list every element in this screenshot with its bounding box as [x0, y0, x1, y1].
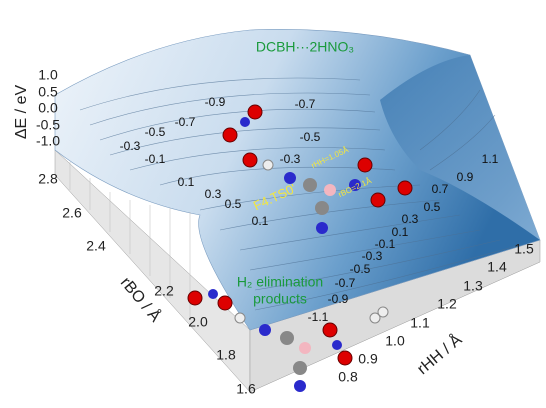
contour-label: -0.3 [362, 249, 383, 263]
contour-label: -0.9 [205, 95, 226, 109]
products-label: products [253, 291, 307, 307]
contour-label: 0.9 [457, 170, 474, 184]
contour-label: -0.3 [120, 139, 141, 153]
z-tick-label: 0.5 [38, 84, 58, 100]
rbo-tick-label: 2.0 [188, 314, 208, 330]
contour-label: -0.3 [280, 152, 301, 166]
rbo-tick-label: 1.8 [216, 347, 236, 363]
products-label: H₂ elimination [237, 274, 323, 290]
contour-label: -0.5 [300, 130, 321, 144]
figure: DCBH···2HNO₃ ΔE / eV rBO / Å rHH / Å F4.… [0, 0, 546, 403]
rhh-tick-label: 0.8 [338, 369, 358, 385]
contour-label: 0.1 [252, 214, 269, 228]
z-tick-label: 1.0 [38, 67, 58, 83]
rhh-tick-label: 1.5 [514, 241, 534, 257]
surface [55, 29, 540, 392]
contour-label: 0.5 [424, 200, 441, 214]
z-tick-label: -0.5 [36, 117, 60, 133]
contour-label: 0.3 [402, 212, 419, 226]
contour-label: 0.3 [205, 187, 222, 201]
contour-label: 0.5 [225, 197, 242, 211]
contour-label: -0.5 [145, 125, 166, 139]
contour-label: -0.9 [328, 292, 349, 306]
rbo-tick-label: 1.6 [236, 381, 256, 397]
rhh-tick-label: 1.0 [385, 333, 405, 349]
contour-label: 0.1 [178, 175, 195, 189]
rbo-tick-label: 2.6 [62, 205, 82, 221]
contour-label: -0.7 [335, 276, 356, 290]
title: DCBH···2HNO₃ [256, 39, 354, 55]
z-axis-label: ΔE / eV [13, 85, 30, 140]
z-tick-label: -1.0 [36, 133, 60, 149]
rbo-tick-label: 2.4 [86, 238, 106, 254]
rhh-tick-label: 1.2 [437, 296, 457, 312]
contour-label: -1.1 [308, 310, 329, 324]
rbo-tick-label: 2.8 [38, 171, 58, 187]
contour-label: -0.1 [145, 152, 166, 166]
z-tick-label: 0.0 [38, 100, 58, 116]
contour-label: 1.1 [482, 152, 499, 166]
rhh-tick-label: 0.9 [358, 351, 378, 367]
contour-label: -0.5 [350, 262, 371, 276]
contour-label: -0.7 [175, 115, 196, 129]
rhh-tick-label: 1.1 [410, 315, 430, 331]
contour-label: -0.7 [295, 97, 316, 111]
rhh-tick-label: 1.4 [487, 259, 507, 275]
rbo-tick-label: 2.2 [154, 283, 174, 299]
rhh-tick-label: 1.3 [463, 278, 483, 294]
rhh-axis-label: rHH / Å [413, 330, 466, 378]
contour-label: 0.7 [432, 182, 449, 196]
